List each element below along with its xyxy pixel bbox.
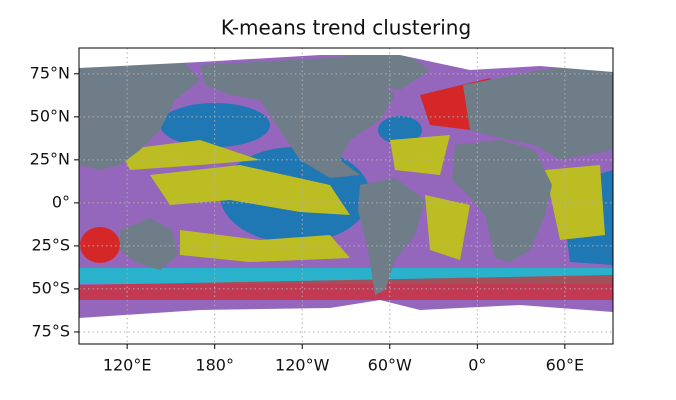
y-tick-label: 50°N [30,106,70,125]
x-tick-label: 180° [195,356,234,375]
arctic [79,48,613,72]
cluster-patch [80,227,120,263]
y-tick-label: 75°S [31,321,70,340]
x-tick-label: 60°E [546,356,584,375]
antarctica [79,300,613,344]
x-tick-label: 0° [468,356,486,375]
cluster-patch [390,135,450,175]
plot-frame [78,47,614,345]
x-tick-label: 120°W [275,356,330,375]
y-tick-label: 25°N [30,149,70,168]
x-tick-label: 60°W [368,356,412,375]
y-tick-label: 50°S [31,278,70,297]
cluster-patch [425,195,470,260]
cluster-patch [79,275,613,300]
cluster-patch [120,140,260,170]
cluster-patch [378,116,422,144]
y-tick-label: 0° [52,192,70,211]
chart-title: K-means trend clustering [221,16,471,40]
y-tick-label: 75°N [30,63,70,82]
y-tick-label: 25°S [31,235,70,254]
x-tick-label: 120°E [103,356,152,375]
map [79,48,613,344]
